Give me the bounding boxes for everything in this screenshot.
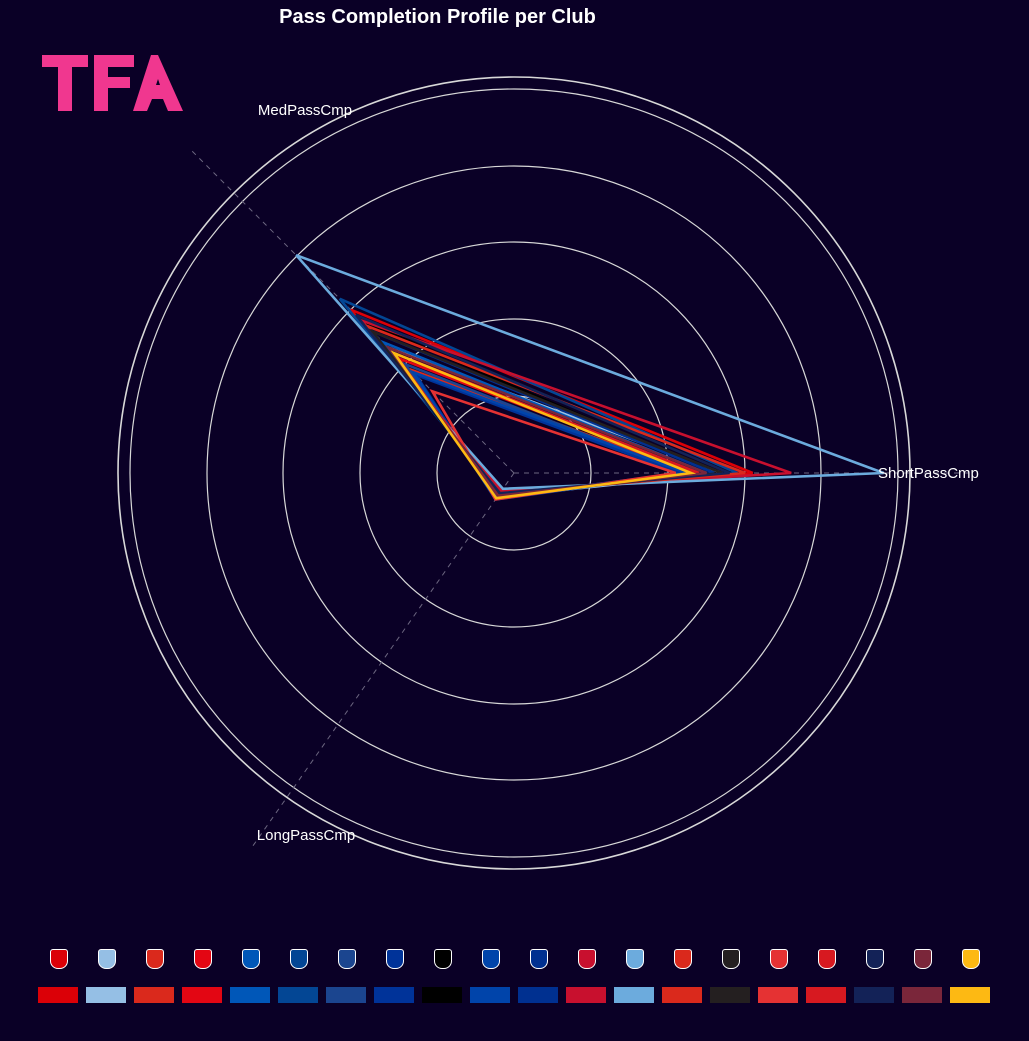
leicester-crest-icon [530, 949, 548, 969]
series-polygon-20 [390, 350, 697, 500]
axis-label-1: ShortPassCmp [878, 465, 979, 482]
axis-labels: ShortPassCmp MedPassCmp LongPassCmp [257, 102, 979, 844]
legend-item [86, 945, 126, 1007]
legend-item [230, 945, 270, 1007]
nottingham-forest-crest-icon [770, 949, 788, 969]
radar-chart: ShortPassCmp MedPassCmp LongPassCmp [117, 76, 979, 870]
legend-swatch [518, 987, 558, 1003]
legend-swatch [566, 987, 606, 1003]
tottenham-crest-icon [866, 949, 884, 969]
series-polygon-13 [295, 253, 885, 491]
arsenal-crest-icon [50, 949, 68, 969]
outer-ring [117, 76, 911, 870]
logo-glyphs [42, 55, 183, 111]
man-city-crest-icon [626, 949, 644, 969]
legend-item [902, 945, 942, 1007]
brentford-crest-icon [194, 949, 212, 969]
wolves-crest-icon [962, 949, 980, 969]
legend-swatch [422, 987, 462, 1003]
legend-item [374, 945, 414, 1007]
grid-ring-4 [206, 165, 822, 781]
legend-item [566, 945, 606, 1007]
legend-swatch [374, 987, 414, 1003]
legend-swatch [326, 987, 366, 1003]
axis-label-2: MedPassCmp [258, 102, 352, 119]
chelsea-crest-icon [290, 949, 308, 969]
logo-letter-t [42, 55, 88, 111]
legend [38, 945, 998, 1015]
legend-swatch [758, 987, 798, 1003]
legend-swatch [614, 987, 654, 1003]
chart-title: Pass Completion Profile per Club [279, 6, 596, 28]
newcastle-crest-icon [722, 949, 740, 969]
legend-item [614, 945, 654, 1007]
legend-item [422, 945, 462, 1007]
legend-swatch [854, 987, 894, 1003]
legend-item [182, 945, 222, 1007]
legend-item [710, 945, 750, 1007]
legend-item [806, 945, 846, 1007]
tfa-logo [42, 55, 183, 111]
legend-item [950, 945, 990, 1007]
series-layer [295, 253, 885, 501]
liverpool-crest-icon [578, 949, 596, 969]
legend-swatch [134, 987, 174, 1003]
legend-item [470, 945, 510, 1007]
legend-item [854, 945, 894, 1007]
west-ham-crest-icon [914, 949, 932, 969]
legend-swatch [182, 987, 222, 1003]
legend-swatch [470, 987, 510, 1003]
crystal-palace-crest-icon [338, 949, 356, 969]
brighton-crest-icon [242, 949, 260, 969]
logo-letter-a [133, 55, 183, 111]
axis-label-3: LongPassCmp [257, 827, 355, 844]
legend-swatch [902, 987, 942, 1003]
legend-item [326, 945, 366, 1007]
legend-swatch [950, 987, 990, 1003]
legend-swatch [278, 987, 318, 1003]
legend-swatch [86, 987, 126, 1003]
logo-letter-f [94, 55, 134, 111]
man-united-crest-icon [674, 949, 692, 969]
legend-swatch [806, 987, 846, 1003]
fulham-crest-icon [434, 949, 452, 969]
legend-swatch [662, 987, 702, 1003]
ipswich-crest-icon [482, 949, 500, 969]
aston-villa-crest-icon [98, 949, 116, 969]
legend-item [278, 945, 318, 1007]
axis-spoke-3 [249, 472, 515, 851]
bournemouth-crest-icon [146, 949, 164, 969]
legend-item [662, 945, 702, 1007]
legend-item [758, 945, 798, 1007]
legend-item [518, 945, 558, 1007]
southampton-crest-icon [818, 949, 836, 969]
legend-item [134, 945, 174, 1007]
legend-swatch [230, 987, 270, 1003]
legend-swatch [710, 987, 750, 1003]
everton-crest-icon [386, 949, 404, 969]
axis-spokes [188, 147, 974, 851]
legend-swatch [38, 987, 78, 1003]
legend-item [38, 945, 78, 1007]
